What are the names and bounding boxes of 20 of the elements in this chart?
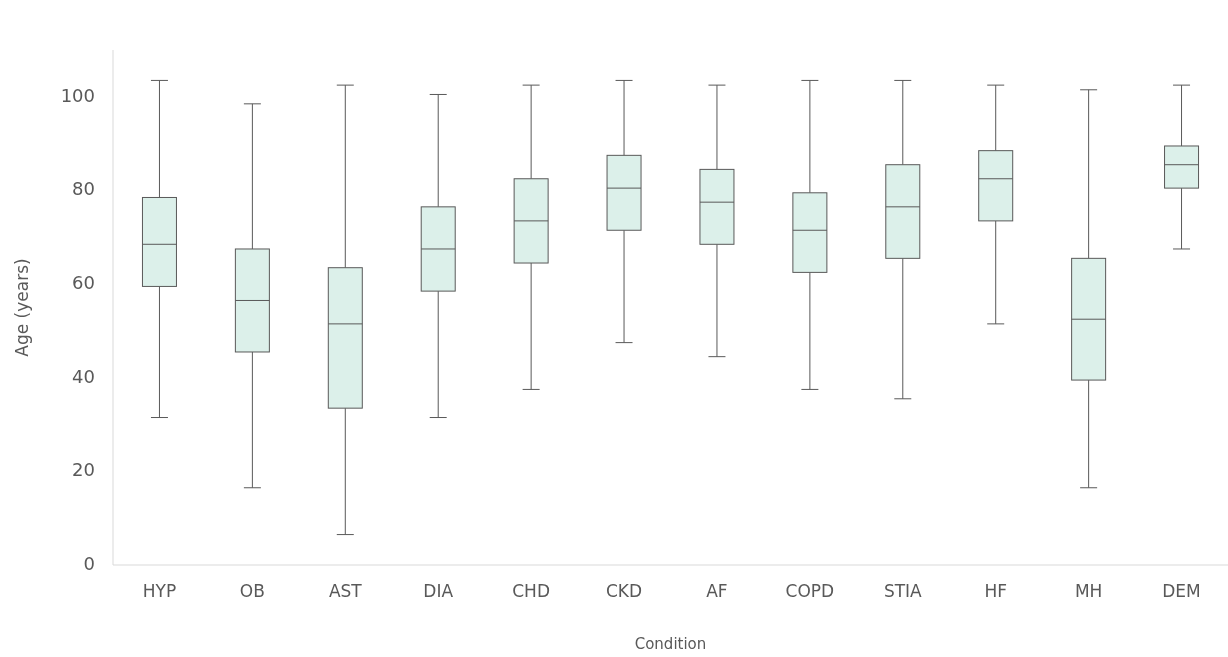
y-tick-label: 80 — [72, 178, 95, 200]
x-tick-label: COPD — [785, 581, 835, 601]
y-axis-title: Age (years) — [12, 258, 32, 357]
x-tick-label: MH — [1074, 581, 1103, 601]
x-tick-label: OB — [239, 581, 265, 601]
y-tick-label: 100 — [60, 84, 95, 106]
x-tick-label: AST — [328, 581, 363, 601]
x-tick-label: STIA — [883, 581, 923, 601]
x-tick-label: CKD — [605, 581, 643, 601]
y-tick-label: 0 — [83, 553, 95, 574]
x-tick-label: HF — [984, 581, 1007, 601]
y-tick-label: 60 — [72, 272, 95, 294]
x-tick-label: DEM — [1162, 581, 1201, 601]
x-tick-label: DIA — [423, 581, 454, 601]
x-tick-label: CHD — [512, 581, 550, 601]
y-tick-label: 40 — [72, 365, 95, 387]
y-tick-label: 20 — [72, 459, 95, 481]
x-tick-label: AF — [706, 581, 728, 601]
x-tick-label: HYP — [142, 581, 177, 601]
x-axis-title: Condition — [634, 635, 707, 653]
